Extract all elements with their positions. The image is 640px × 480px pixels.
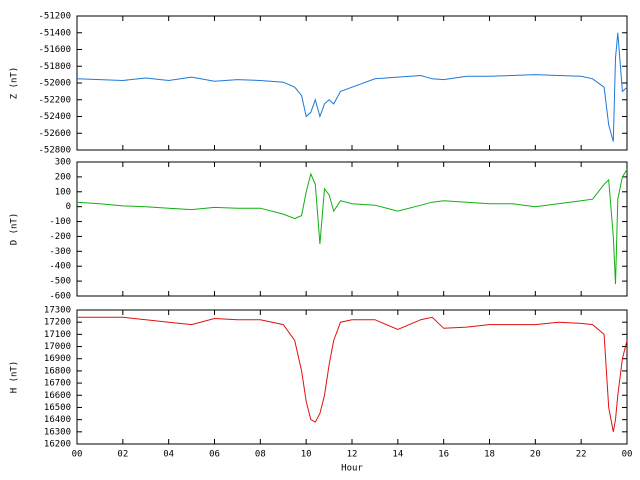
y-tick-label: -52800 [38,146,71,156]
y-tick-label: -52000 [38,79,71,89]
panel-frame [76,309,628,445]
y-tick-label: 300 [55,158,71,168]
y-tick-label: -100 [49,217,71,227]
y-tick-label: 16600 [44,391,71,401]
y-tick-label: 16800 [44,366,71,376]
y-tick-label: -52600 [38,129,71,139]
y-tick-label: -51600 [38,45,71,55]
y-tick-label: 16900 [44,354,71,364]
x-tick-label: 18 [484,450,495,460]
panel-frame [76,15,628,151]
y-tick-label: 17000 [44,342,71,352]
y-tick-label: 16300 [44,427,71,437]
y-tick-label: -500 [49,277,71,287]
y-tick-label: 16700 [44,379,71,389]
y-tick-label: -51200 [38,12,71,22]
y-tick-label: -600 [49,292,71,302]
x-tick-label: 20 [530,450,541,460]
y-tick-label: -51400 [38,28,71,38]
y-tick-label: -52200 [38,95,71,105]
x-tick-label: 04 [163,450,174,460]
x-tick-label: 16 [438,450,449,460]
x-tick-label: 12 [347,450,358,460]
x-tick-label: 08 [255,450,266,460]
data-line [77,316,628,432]
y-tick-label: 16200 [44,440,71,450]
y-tick-label: 0 [66,202,71,212]
y-tick-label: 100 [55,187,71,197]
x-tick-label: 06 [209,450,220,460]
y-tick-label: -400 [49,262,71,272]
y-tick-label: -200 [49,232,71,242]
x-tick-label: 22 [576,450,587,460]
data-line [76,169,628,285]
x-tick-label: 00 [622,450,633,460]
y-tick-label: -52400 [38,112,71,122]
data-line [76,32,628,142]
y-tick-label: -300 [49,247,71,257]
y-tick-label: 200 [55,172,71,182]
y-tick-label: 16400 [44,415,71,425]
x-tick-label: 10 [301,450,312,460]
panel-frame [76,161,628,297]
x-axis-label: Hour [341,464,363,474]
y-axis-label: D (nT) [10,213,20,246]
x-tick-label: 02 [117,450,128,460]
y-axis-label: H (nT) [10,361,20,394]
y-tick-label: -51800 [38,62,71,72]
y-tick-label: 17100 [44,330,71,340]
y-axis-label: Z (nT) [10,67,20,100]
y-tick-label: 16500 [44,403,71,413]
y-tick-label: 17300 [44,306,71,316]
y-tick-label: 17200 [44,318,71,328]
x-tick-label: 00 [72,450,83,460]
x-tick-label: 14 [392,450,403,460]
